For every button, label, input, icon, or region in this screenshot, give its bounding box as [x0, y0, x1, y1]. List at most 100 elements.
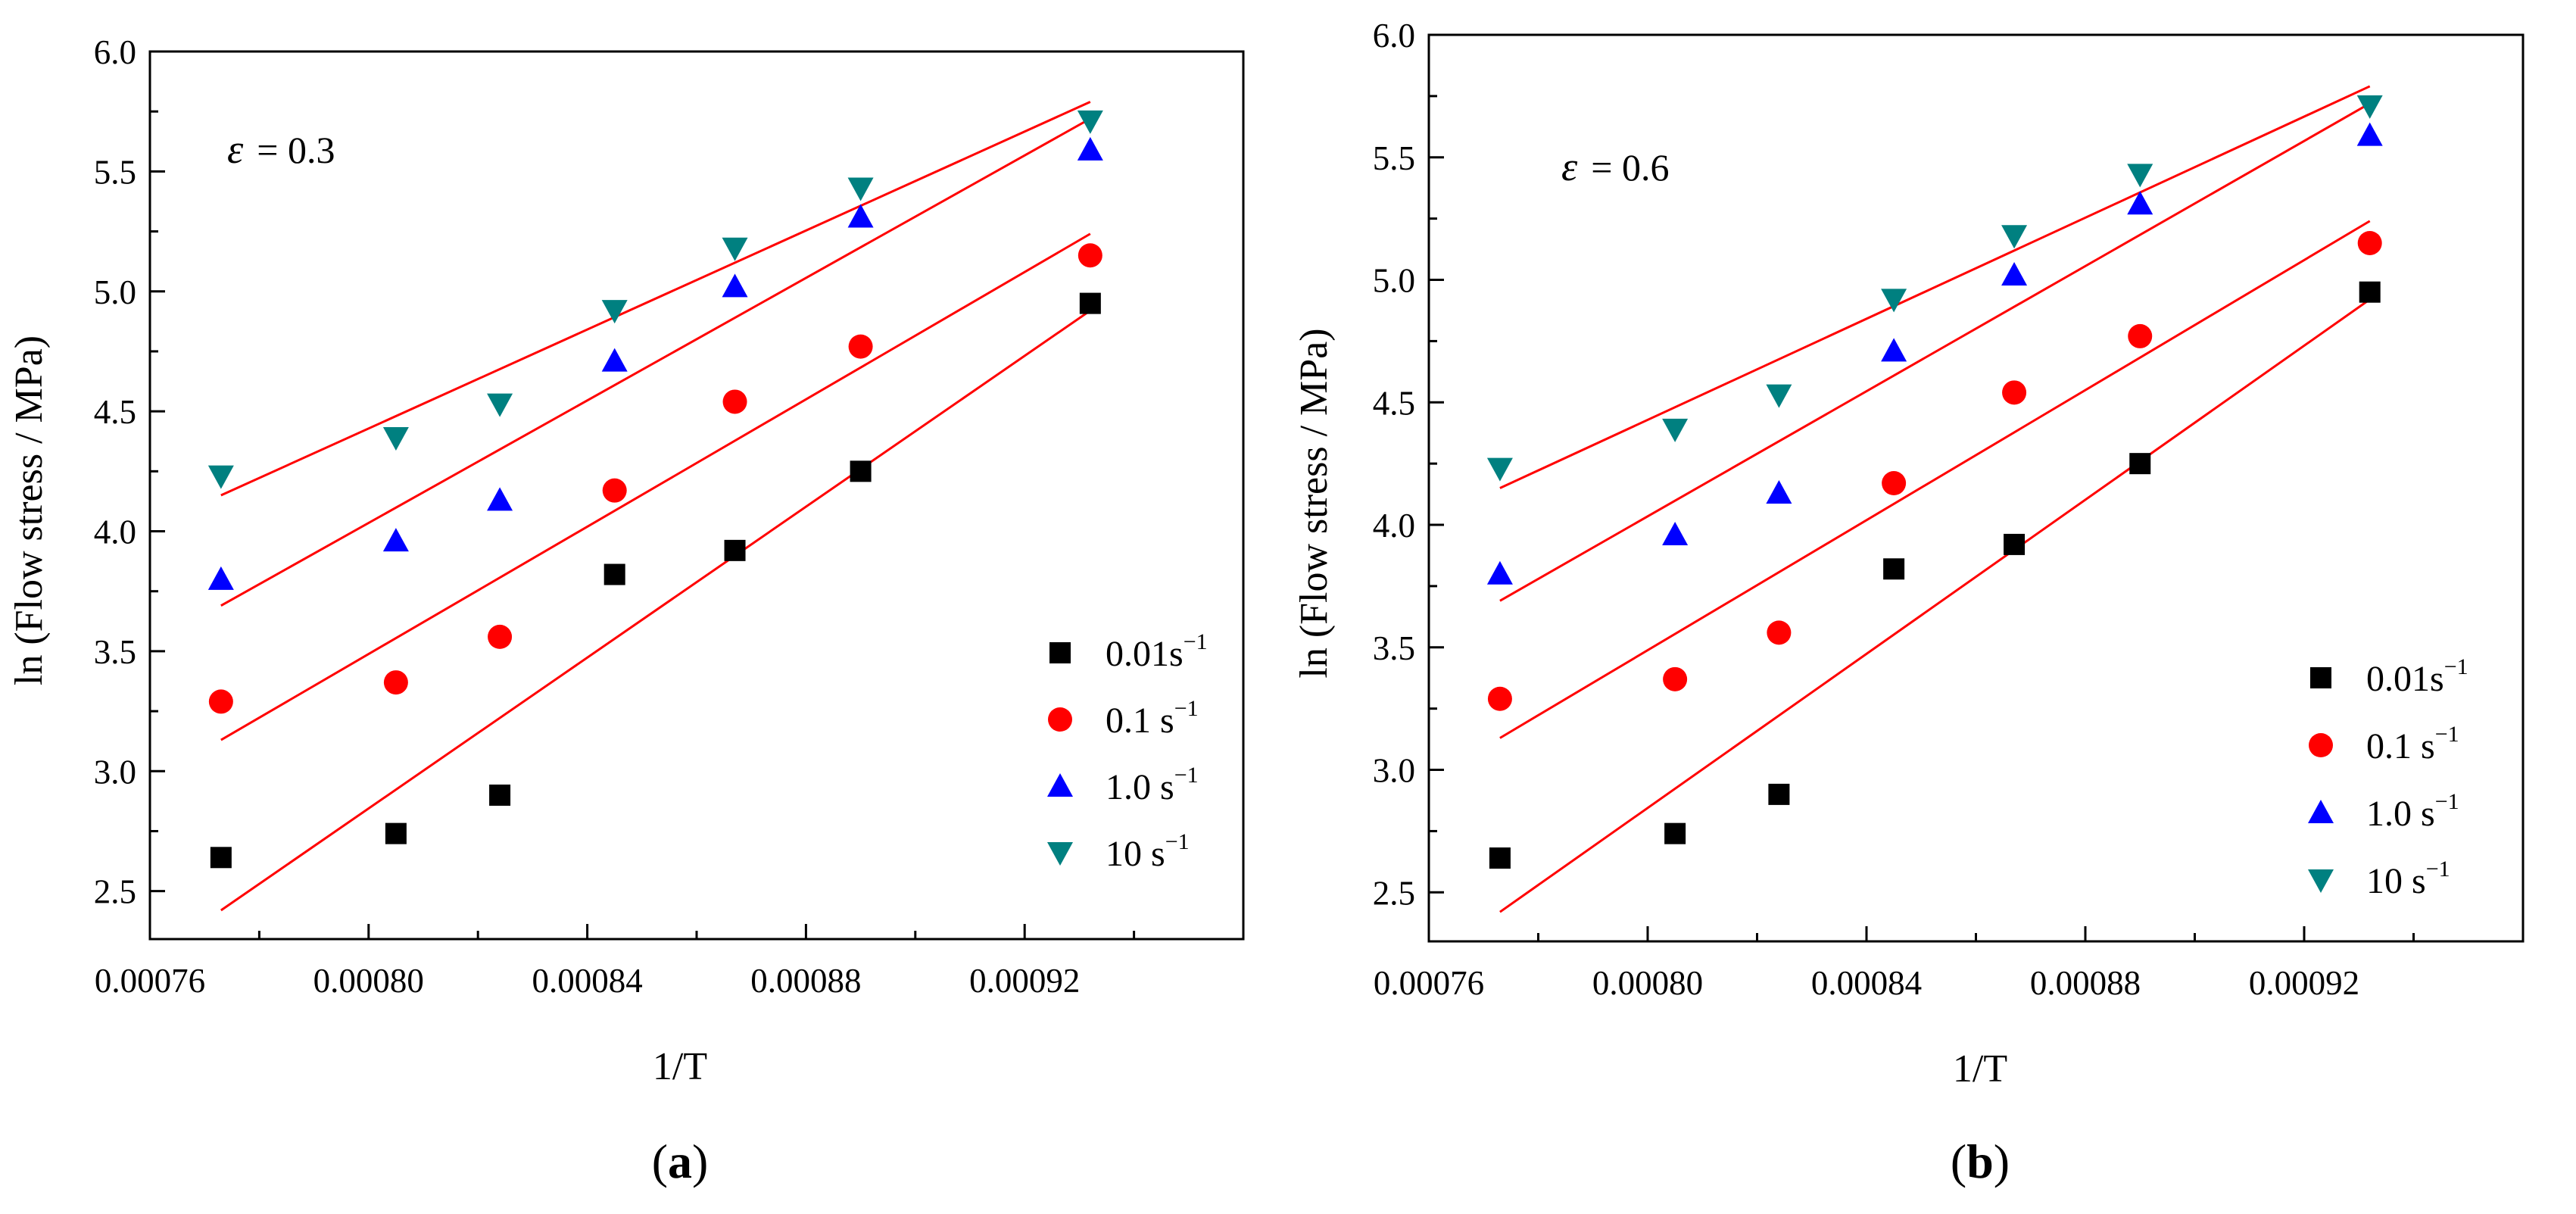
fit-line-0: [220, 309, 1091, 912]
legend-marker: [1049, 642, 1071, 663]
data-point: [848, 334, 873, 359]
data-point: [1079, 292, 1101, 314]
data-point: [383, 670, 408, 695]
y-tick-label: 3.5: [1373, 629, 1415, 667]
x-tick-label: 0.00076: [1374, 964, 1484, 1002]
data-point: [1882, 471, 1907, 496]
legend-label: 0.1 s−1: [1106, 696, 1199, 741]
data-point: [208, 689, 233, 714]
legend-label: 1.0 s−1: [1106, 763, 1199, 807]
data-point: [601, 348, 628, 372]
y-tick-label: 5.0: [1373, 262, 1415, 300]
y-tick-label: 2.5: [1373, 874, 1415, 912]
data-point: [847, 204, 874, 228]
legend-marker: [2309, 733, 2333, 757]
legend-label: 0.01s−1: [1106, 629, 1208, 674]
legend-marker: [2310, 667, 2331, 688]
data-point: [847, 177, 874, 201]
data-point: [489, 784, 511, 806]
legend-label: 10 s−1: [2366, 857, 2450, 901]
y-tick-label: 4.0: [1373, 507, 1415, 545]
fit-line-3: [220, 101, 1091, 497]
legend-marker: [1047, 842, 1073, 866]
data-point: [210, 847, 232, 869]
data-point: [602, 478, 627, 503]
panel-label: (a): [652, 1134, 709, 1188]
data-point: [2128, 323, 2153, 348]
series-1: [1487, 230, 2382, 711]
data-point: [1489, 847, 1511, 869]
data-point: [1663, 666, 1688, 691]
data-point: [1662, 418, 1689, 442]
data-point: [601, 300, 628, 324]
data-point: [1664, 822, 1686, 844]
data-point: [1077, 136, 1103, 161]
data-point: [724, 539, 746, 561]
y-tick-label: 5.5: [94, 153, 136, 191]
data-point: [2356, 95, 2383, 119]
legend-label: 0.1 s−1: [2366, 722, 2459, 766]
data-point: [207, 566, 234, 590]
x-tick-label: 0.00076: [95, 962, 205, 1000]
data-point: [2357, 230, 2382, 255]
data-point: [2356, 122, 2383, 146]
x-tick-label: 0.00080: [313, 962, 424, 1000]
y-tick-label: 5.0: [94, 273, 136, 311]
data-point: [2001, 225, 2028, 249]
data-point: [1768, 783, 1790, 805]
data-point: [2004, 533, 2026, 555]
series-3: [207, 110, 1103, 489]
legend-label: 1.0 s−1: [2366, 789, 2459, 834]
x-tick-label: 0.00088: [750, 962, 861, 1000]
y-tick-label: 3.5: [94, 633, 136, 671]
x-tick-label: 0.00084: [1811, 964, 1922, 1002]
fit-line-1: [220, 233, 1091, 741]
data-point: [487, 487, 513, 511]
data-point: [2129, 453, 2151, 475]
legend: 0.01s−1 0.1 s−1 1.0 s−1 10 s−1: [2308, 654, 2468, 901]
plot-frame: [148, 50, 1245, 941]
x-tick-label: 0.00092: [2249, 964, 2359, 1002]
y-tick-label: 6.0: [1373, 17, 1415, 55]
data-point: [2359, 281, 2381, 303]
chart-panel-a: 0.00076 0.00080 0.00084 0.00088 0.00092 2.5 3.…: [8, 33, 1245, 1188]
legend-label: 0.01s−1: [2366, 654, 2468, 699]
data-point: [488, 624, 513, 649]
y-axis-title: ln (Flow stress / MPa): [1293, 328, 1336, 678]
data-point: [2127, 191, 2153, 215]
data-point: [382, 426, 409, 451]
panel-label: (b): [1951, 1134, 2010, 1188]
legend-marker: [1047, 773, 1073, 797]
strain-annotation: ε = 0.3: [227, 126, 335, 172]
y-tick-label: 4.5: [1373, 384, 1415, 422]
data-point: [603, 563, 625, 585]
fit-line-0: [1499, 298, 2371, 913]
legend-marker: [2308, 869, 2334, 893]
data-point: [722, 389, 747, 414]
y-tick-label: 4.0: [94, 513, 136, 551]
x-tick-label: 0.00080: [1592, 964, 1703, 1002]
data-point: [1486, 457, 1513, 482]
series-0: [1489, 281, 2381, 869]
strain-annotation: ε = 0.6: [1561, 144, 1669, 189]
data-point: [1766, 479, 1792, 504]
x-tick-label: 0.00092: [969, 962, 1080, 1000]
data-point: [850, 460, 872, 482]
data-point: [1767, 620, 1792, 645]
y-tick-label: 6.0: [94, 33, 136, 71]
data-point: [2001, 262, 2028, 286]
data-point: [487, 393, 513, 417]
legend: 0.01s−1 0.1 s−1 1.0 s−1 10 s−1: [1047, 629, 1208, 874]
x-axis-title: 1/T: [1953, 1047, 2007, 1091]
fit-line-3: [1499, 85, 2371, 489]
data-point: [1883, 558, 1905, 580]
data-point: [382, 528, 409, 552]
series-0: [210, 292, 1101, 869]
data-point: [1486, 560, 1513, 585]
data-point: [1881, 289, 1907, 313]
x-axis-title: 1/T: [653, 1045, 707, 1088]
series-3: [1486, 95, 2383, 482]
y-tick-label: 5.5: [1373, 139, 1415, 177]
data-point: [1881, 338, 1907, 362]
